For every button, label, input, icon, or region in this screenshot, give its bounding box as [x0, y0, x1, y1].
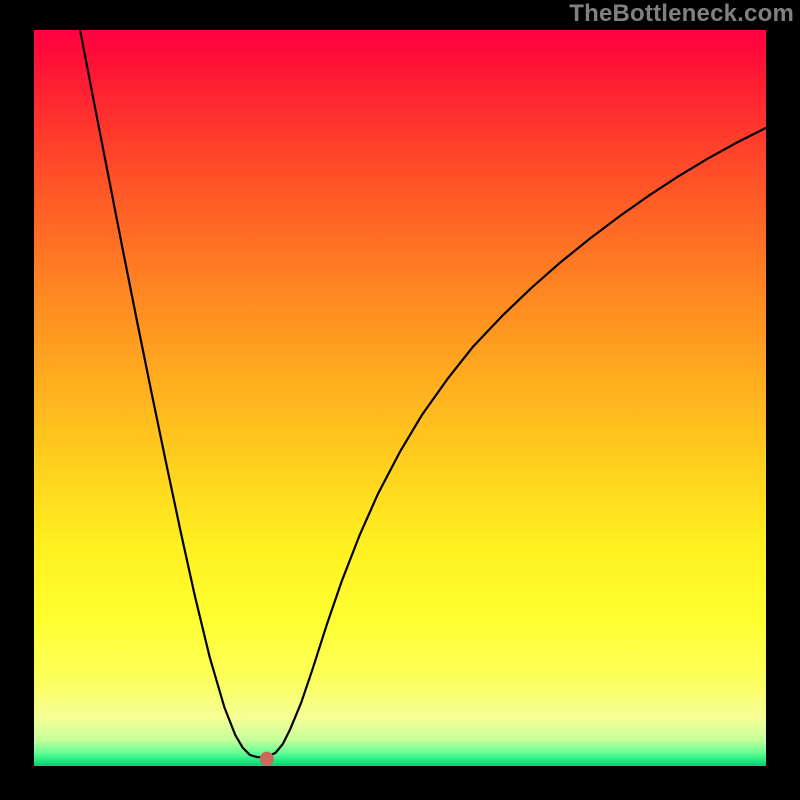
bottleneck-curve [80, 30, 766, 757]
curve-layer [34, 30, 766, 766]
plot-area [34, 30, 766, 766]
watermark-text: TheBottleneck.com [569, 0, 794, 28]
optimal-point-marker [260, 752, 274, 766]
chart-container: TheBottleneck.com [0, 0, 800, 800]
